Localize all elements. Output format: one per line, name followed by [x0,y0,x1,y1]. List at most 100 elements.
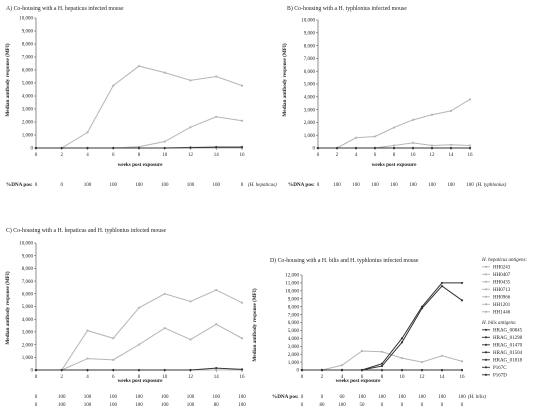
legend-marker [484,288,488,291]
y-tick-label: 0 [297,369,300,374]
dna-row-value: 50 [360,403,366,408]
dna-row-value: 100 [110,395,118,400]
data-point-hrag-01470 [440,368,444,372]
panel-a-plot: 0 1,000 2,000 3,000 4,000 5,000 6,000 7,000 8,00… [19,17,245,158]
panel-b-ylabel: Median antibody response (MFI) [281,43,288,117]
dna-row-value: 100 [213,183,221,188]
x-tick-label: 10 [411,153,417,158]
data-point-hrag-00845 [112,146,115,150]
dna-row-value: 100 [84,183,92,188]
panel-d-plot: 0 1,000 2,000 3,000 4,000 5,000 6,000 7,000 8,00… [285,274,465,380]
y-tick-label: 9,000 [304,32,316,37]
y-tick-label: 9,000 [22,254,34,259]
data-point-hrag-00845 [163,146,166,150]
legend-item-label: P167D [493,374,507,379]
data-point-hh0243 [411,118,415,121]
data-point-hh0243 [460,360,464,363]
series-line-hh0407 [36,116,243,149]
data-point-hrag-00845 [189,368,192,372]
legend-item-label: HRAG_01818 [493,359,523,364]
y-tick-label: 4,000 [22,318,34,323]
dna-row-value: 100 [390,183,398,188]
dna-row-value: 80 [214,403,220,408]
x-tick-label: 14 [214,375,220,380]
data-point-hh0407 [189,338,192,341]
data-point-hh0243 [392,126,396,129]
y-tick-label: 6,000 [22,69,34,74]
legend-marker [484,265,488,268]
legend-group-title: H. bilis antigens: [481,321,517,326]
x-tick-label: 8 [138,153,141,158]
data-point-hrag-00845 [460,281,464,285]
x-tick-label: 6 [112,375,115,380]
y-tick-label: 3,000 [288,345,300,350]
panel-d-dna-rows: %DNA pos: 0 0 60 100 100 100 100 100 100 (H. bilis… [272,394,486,408]
data-point-hh0243 [240,301,244,304]
data-point-hrag-01470 [400,368,404,372]
dna-row-value: 100 [213,395,221,400]
data-point-hh0243 [449,109,453,112]
y-tick-label: 1,000 [304,134,316,139]
panel-b-title: B) Co-housing with a H. typhlonius infec… [287,5,407,12]
panel-c-xlabel: weeks post exposure [118,378,164,384]
data-point-hh0407 [468,144,472,147]
panel-a-title: A) Co-housing with a H. hepaticus infect… [6,5,124,12]
x-tick-label: 6 [374,153,377,158]
data-point-hh0243 [163,71,166,74]
data-point-hh0243 [380,350,384,353]
panel-c: C) Co-housing with a H. hepaticus and H.… [4,227,246,408]
data-point-hrag-00845 [215,146,218,149]
data-point-hh0243 [86,329,89,332]
data-point-hh0407 [163,326,166,330]
x-tick-label: 4 [341,375,344,380]
data-point-hh0407 [137,343,141,346]
panel-c-dna-rows: 0 100 100 100 100 100 100 100 100 0 100 100 100 100 10… [35,395,247,408]
x-tick-label: 4 [86,153,89,158]
x-tick-label: 14 [449,153,455,158]
series-line-hh0243 [36,289,243,371]
data-point-hh0243 [354,136,358,139]
legend-marker [484,280,488,283]
panel-b: B) Co-housing with a H. typhlonius infec… [281,5,507,188]
data-point-hh0243 [215,288,218,292]
dna-row-value: 0 [421,403,424,408]
y-tick-label: 4,000 [288,337,300,342]
data-point-hrag-01470 [360,368,364,372]
legend-marker [484,351,488,354]
x-tick-label: 12 [420,375,426,380]
dna-row-value: 100 [358,395,366,400]
dna-row-value: 0 [35,403,38,408]
dna-row-value: 0 [35,183,38,188]
data-point-hh0243 [400,357,404,360]
legend-item-label: HH0713 [493,288,511,293]
dna-row-value: 100 [418,395,426,400]
x-tick-label: 12 [188,375,194,380]
series-line-hh0243 [302,350,463,371]
y-tick-label: 7,000 [22,280,34,285]
y-tick-label: 2,000 [22,343,34,348]
data-point-hh0243 [137,65,141,68]
data-point-hh0407 [430,144,434,147]
y-tick-label: 7,000 [304,57,316,62]
dna-row-value: 100 [58,403,66,408]
x-tick-label: 0 [301,375,304,380]
data-point-hh0243 [189,300,192,303]
legend-item-label: HRAG_01298 [493,336,523,341]
x-tick-label: 8 [393,153,396,158]
data-point-hrag-00845 [240,146,244,149]
data-point-hrag-00845 [112,368,115,372]
dna-row-value: 100 [438,395,446,400]
dna-row-value: 100 [378,395,386,400]
series-line-hh0243 [36,65,243,149]
data-point-hh0243 [215,75,218,78]
dna-row-value: 100 [110,183,118,188]
x-tick-label: 0 [35,153,38,158]
dna-row-value: 100 [398,395,406,400]
x-tick-label: 16 [460,375,466,380]
dna-row-organism: (H. typhlonius) [476,183,507,188]
data-point-hrag-00845 [316,146,320,150]
series-line-hh0243 [318,98,471,149]
x-tick-label: 10 [162,153,168,158]
dna-row-value: 100 [84,395,92,400]
y-tick-label: 2,000 [22,121,34,126]
